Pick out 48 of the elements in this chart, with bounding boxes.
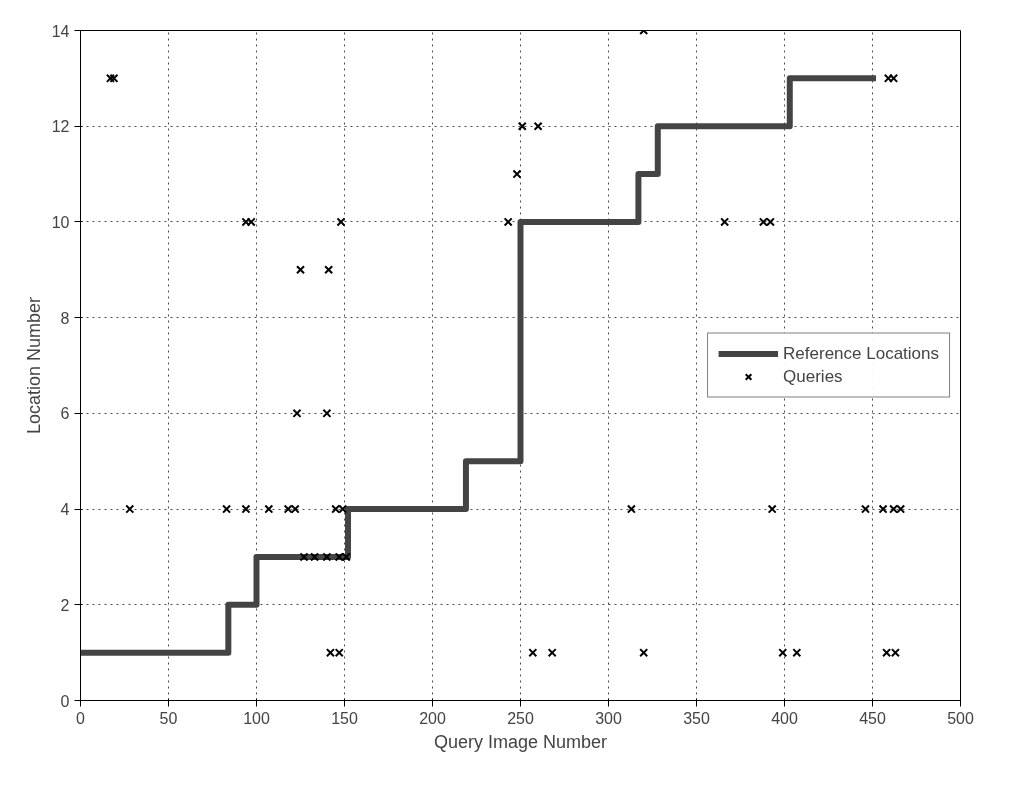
point [860,504,870,514]
point [720,217,730,227]
point [241,504,251,514]
x-axis-title: Query Image Number [433,731,608,752]
point [336,217,346,227]
x-tick-label: 200 [419,709,446,727]
y-tick-label: 8 [60,309,70,327]
x-tick-label: 350 [683,709,710,727]
x-tick-label: 300 [595,709,622,727]
x-tick-label: 450 [859,709,886,727]
x-tick-label: 50 [159,709,178,727]
point [125,504,135,514]
x-tick-label: 150 [331,709,358,727]
y-tick-label: 12 [51,118,70,136]
point [517,121,527,131]
point [778,648,788,658]
point [767,504,777,514]
point [322,408,332,418]
point [295,265,306,275]
point [222,504,232,514]
y-tick-label: 14 [51,22,70,40]
y-tick-label: 0 [60,692,70,710]
x-tick-label: 0 [76,709,86,727]
point [292,408,302,418]
point [503,217,513,227]
point [264,504,274,514]
legend-label: Queries [783,366,843,387]
point [533,121,543,131]
point [626,504,636,514]
point [639,648,649,658]
legend-label: Reference Locations [783,343,939,364]
y-tick-label: 10 [51,213,70,231]
point [528,648,538,658]
x-tick-label: 100 [243,709,270,727]
point [547,648,557,658]
point [792,648,802,658]
point [322,552,332,562]
y-axis-title: Location Number [23,296,44,435]
point [512,169,522,179]
y-tick-label: 6 [60,405,70,423]
x-tick-label: 250 [507,709,534,727]
x-tick-label: 400 [771,709,798,727]
y-tick-label: 2 [60,596,70,614]
point [324,265,334,275]
y-tick-label: 4 [60,501,70,519]
x-tick-label: 500 [947,709,974,727]
point [105,73,115,83]
point [109,73,119,83]
